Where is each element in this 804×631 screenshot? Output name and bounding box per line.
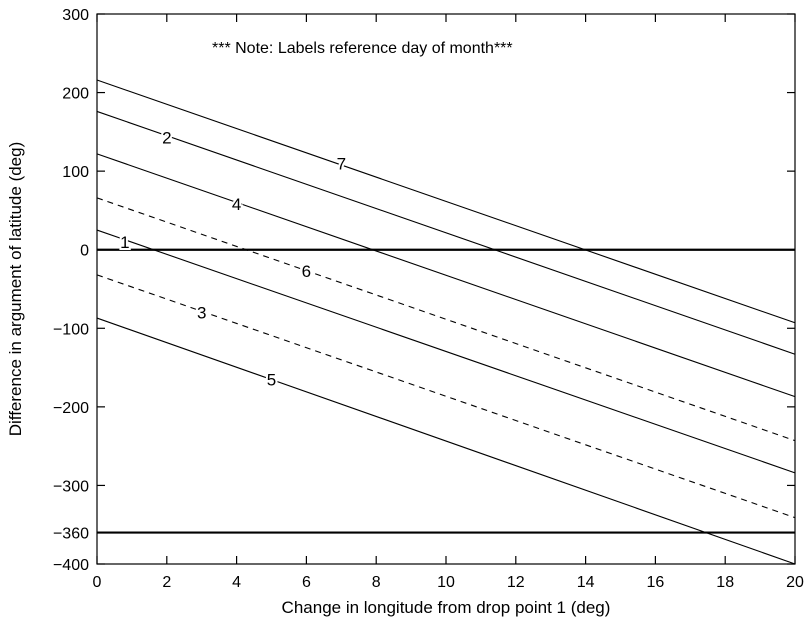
reference-lines bbox=[97, 248, 795, 534]
series-label-7: 7 bbox=[337, 154, 346, 173]
series-line-7 bbox=[96, 79, 796, 324]
series-line-5 bbox=[96, 317, 796, 565]
y-tick-label: −100 bbox=[53, 321, 89, 338]
series-line-2 bbox=[96, 110, 796, 355]
y-tick-label: −400 bbox=[53, 557, 89, 574]
x-tick-label: 20 bbox=[786, 574, 804, 591]
y-tick-label: −200 bbox=[53, 400, 89, 417]
series-label-3: 3 bbox=[197, 304, 206, 323]
x-tick-label: 14 bbox=[577, 574, 595, 591]
x-tick-label: 12 bbox=[507, 574, 525, 591]
y-tick-label: 0 bbox=[80, 243, 89, 260]
x-tick-label: 18 bbox=[716, 574, 734, 591]
x-tick-label: 6 bbox=[302, 574, 311, 591]
series-line-6 bbox=[96, 197, 796, 442]
x-tick-label: 0 bbox=[93, 574, 102, 591]
y-axis-label: Difference in argument of latitude (deg) bbox=[6, 142, 25, 437]
series-label-4: 4 bbox=[232, 195, 241, 214]
y-tick-label: −360 bbox=[53, 526, 89, 543]
y-axis-ticks: 300 200 100 0 −100 −200 −300 −360 −400 bbox=[53, 7, 795, 574]
series-label-5: 5 bbox=[267, 370, 276, 389]
x-tick-label: 8 bbox=[372, 574, 381, 591]
series-label-1: 1 bbox=[120, 233, 129, 252]
y-tick-label: 200 bbox=[62, 86, 89, 103]
series-label-2: 2 bbox=[162, 128, 171, 147]
y-tick-label: 100 bbox=[62, 164, 89, 181]
y-tick-label: −300 bbox=[53, 478, 89, 495]
series-label-6: 6 bbox=[302, 262, 311, 281]
x-tick-label: 16 bbox=[647, 574, 665, 591]
series-line-1 bbox=[96, 229, 796, 474]
series-line-3 bbox=[96, 274, 796, 519]
y-tick-label: 300 bbox=[62, 7, 89, 24]
series-line-4 bbox=[96, 153, 796, 398]
x-tick-label: 2 bbox=[162, 574, 171, 591]
series-lines bbox=[96, 79, 796, 565]
x-axis-ticks: 0 2 4 6 8 10 12 14 16 18 20 bbox=[93, 14, 804, 591]
x-tick-label: 10 bbox=[437, 574, 455, 591]
x-tick-label: 4 bbox=[232, 574, 241, 591]
chart-note: *** Note: Labels reference day of month*… bbox=[212, 40, 513, 57]
series-labels: 7 2 4 6 1 3 5 bbox=[118, 126, 348, 391]
x-axis-label: Change in longitude from drop point 1 (d… bbox=[282, 598, 611, 617]
